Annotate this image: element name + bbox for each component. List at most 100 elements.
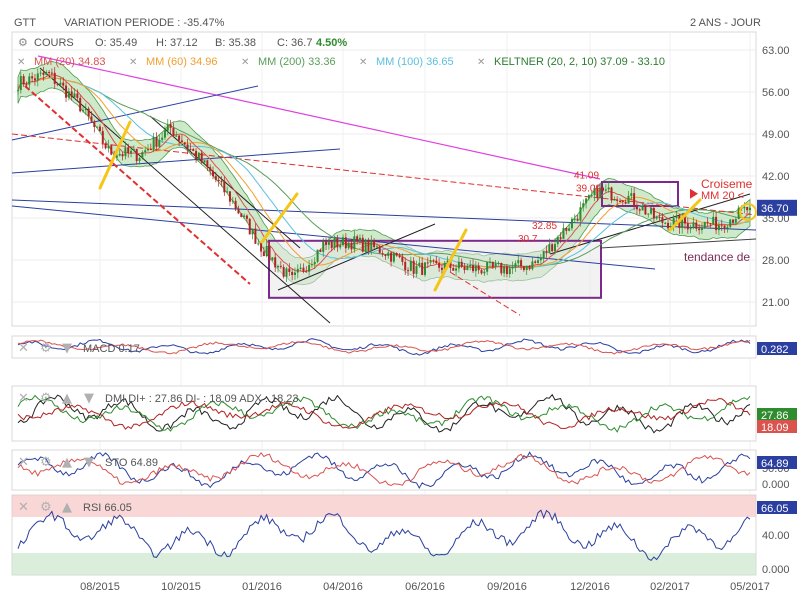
gear-icon[interactable]: ⚙: [40, 500, 52, 515]
candle-body: [684, 217, 686, 223]
legend-entry: MM (100) 36.65: [376, 56, 454, 68]
candle-body: [119, 154, 121, 156]
candle-body: [435, 261, 437, 263]
candle-body: [206, 160, 208, 167]
candle-body: [712, 217, 714, 224]
candle-body: [88, 109, 90, 117]
candle-body: [461, 262, 463, 267]
candle-body: [204, 160, 206, 162]
candle-body: [704, 222, 706, 227]
candle-body: [489, 262, 491, 263]
candle-body: [472, 265, 474, 271]
candle-body: [348, 243, 350, 249]
candle-body: [85, 109, 87, 110]
gear-icon[interactable]: ⚙: [40, 455, 52, 470]
candle-body: [136, 149, 138, 161]
candle-body: [280, 266, 282, 267]
sto-value-label: 64.89: [761, 458, 789, 470]
candle-body: [495, 264, 497, 267]
rsi-label: RSI 66.05: [83, 502, 132, 514]
candle-body: [571, 219, 573, 228]
gear-icon[interactable]: ⚙: [40, 391, 52, 406]
candle-body: [308, 265, 310, 272]
candle-body: [362, 238, 364, 252]
close-icon: ✕: [17, 57, 25, 68]
candle-body: [707, 222, 709, 223]
candle-body: [334, 238, 336, 248]
candle-body: [189, 149, 191, 150]
close-icon[interactable]: ✕: [18, 500, 29, 515]
candle-body: [336, 238, 338, 247]
close-icon[interactable]: ✕: [18, 341, 29, 356]
candle-body: [48, 72, 50, 73]
candle-body: [124, 147, 126, 156]
arrow-up-icon[interactable]: ▲: [62, 500, 72, 515]
x-tick-label: 10/2015: [161, 581, 201, 593]
arrow-down-icon[interactable]: ▼: [84, 391, 94, 406]
candle-body: [503, 267, 505, 273]
candle-body: [79, 98, 81, 111]
arrow-down-icon[interactable]: ▼: [62, 341, 72, 356]
candle-body: [390, 253, 392, 262]
candle-body: [729, 220, 731, 227]
candle-body: [365, 240, 367, 252]
candle-body: [421, 263, 423, 275]
candle-body: [560, 237, 562, 239]
candle-body: [209, 167, 211, 171]
candle-body: [144, 150, 146, 152]
candle-body: [430, 260, 432, 262]
candle-body: [616, 200, 618, 201]
candle-body: [319, 250, 321, 252]
candle-body: [300, 268, 302, 269]
candle-body: [551, 244, 553, 251]
candle-body: [141, 152, 143, 158]
candle-body: [51, 73, 53, 74]
ohlc-change: 4.50%: [316, 37, 347, 49]
candle-body: [585, 199, 587, 204]
candle-body: [636, 206, 638, 209]
candle-body: [215, 176, 217, 180]
candle-body: [150, 149, 152, 150]
candle-body: [661, 217, 663, 223]
candle-body: [676, 216, 678, 218]
price-annotation: MM 20 <: [701, 190, 744, 202]
candle-body: [537, 260, 539, 263]
candle-body: [266, 246, 268, 256]
candle-body: [102, 131, 104, 143]
candle-body: [271, 257, 273, 260]
close-icon[interactable]: ✕: [18, 391, 29, 406]
candle-body: [517, 260, 519, 263]
candle-body: [34, 78, 36, 80]
candle-body: [317, 250, 319, 262]
candle-body: [237, 209, 239, 214]
y-tick-label: 21.00: [762, 297, 790, 309]
candle-body: [353, 236, 355, 249]
period-selector[interactable]: 2 ANS - JOUR: [690, 17, 761, 29]
candle-body: [373, 240, 375, 247]
candle-body: [647, 214, 649, 215]
candle-body: [226, 191, 228, 192]
close-icon[interactable]: ✕: [18, 455, 29, 470]
candle-body: [605, 189, 607, 190]
candle-body: [370, 240, 372, 250]
price-annotation: 32.85: [532, 221, 557, 232]
candle-body: [172, 128, 174, 136]
candle-body: [732, 220, 734, 223]
candle-body: [721, 225, 723, 226]
candle-body: [314, 262, 316, 264]
rsi-value-label: 66.05: [761, 503, 789, 515]
candle-body: [232, 201, 234, 202]
arrow-up-icon[interactable]: ▲: [62, 455, 72, 470]
gear-icon[interactable]: ⚙: [40, 341, 52, 356]
candle-body: [277, 266, 279, 267]
candle-body: [534, 261, 536, 262]
candle-body: [220, 181, 222, 182]
x-tick-label: 09/2016: [487, 581, 527, 593]
candle-body: [65, 86, 67, 98]
arrow-down-icon[interactable]: ▼: [84, 455, 94, 470]
candle-body: [218, 180, 220, 181]
arrow-up-icon[interactable]: ▲: [62, 391, 72, 406]
candle-body: [107, 145, 109, 148]
candle-body: [147, 149, 149, 150]
candle-body: [212, 171, 214, 176]
